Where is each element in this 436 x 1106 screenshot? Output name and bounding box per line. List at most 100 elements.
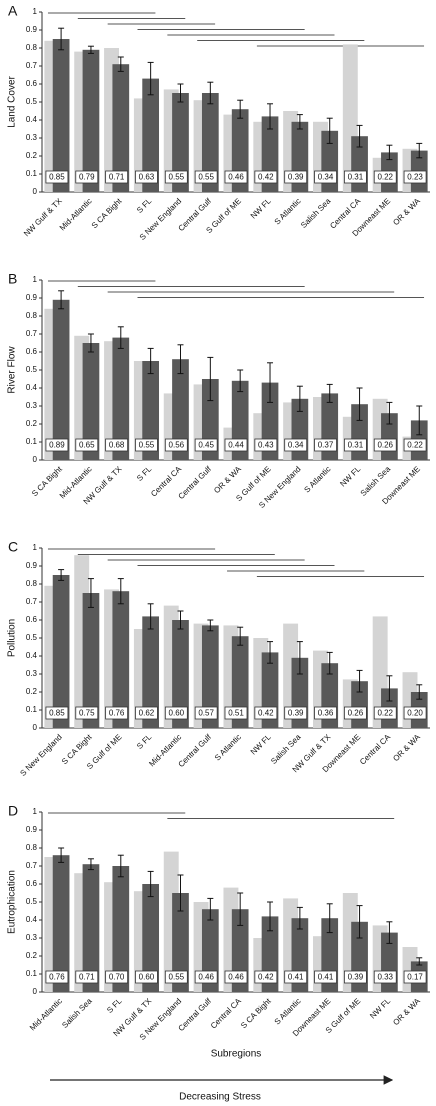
value-label-box: [224, 706, 248, 720]
y-tick-label: 1: [33, 543, 38, 552]
value-label-box: [45, 170, 69, 184]
x-tick-label: NW FL: [338, 464, 362, 488]
value-label: 0.46: [228, 973, 244, 982]
bar: [142, 361, 159, 460]
y-tick-label: 0: [33, 455, 38, 464]
x-axis-title: Subregions: [211, 1049, 262, 1060]
value-label: 0.39: [288, 173, 304, 182]
value-label-box: [373, 438, 397, 452]
value-label-box: [164, 170, 188, 184]
bar: [112, 866, 130, 992]
value-label-box: [373, 970, 397, 984]
value-label-box: [373, 706, 397, 720]
y-tick-label: 0.2: [26, 951, 38, 960]
value-label: 0.36: [318, 709, 334, 718]
x-tick-label: NW FL: [368, 996, 392, 1020]
value-label-box: [75, 438, 99, 452]
value-label-box: [224, 970, 248, 984]
value-label-box: [45, 438, 69, 452]
y-axis-title: Eutrophication: [7, 870, 18, 934]
y-tick-label: 0.2: [26, 419, 38, 428]
y-tick-label: 0.3: [26, 669, 38, 678]
y-tick-label: 0.8: [26, 579, 38, 588]
x-tick-label: S Atlantic: [273, 997, 303, 1027]
value-label-box: [194, 438, 218, 452]
value-label-box: [224, 438, 248, 452]
x-tick-label: OR & WA: [212, 464, 243, 495]
value-label-box: [75, 170, 99, 184]
value-label-box: [284, 170, 308, 184]
value-label: 0.17: [407, 973, 423, 982]
value-label: 0.39: [288, 709, 304, 718]
bar: [172, 620, 189, 728]
panel-label: B: [8, 271, 17, 287]
bar: [172, 893, 189, 992]
x-tick-label: OR & WA: [391, 196, 422, 227]
value-label: 0.22: [377, 709, 393, 718]
value-label: 0.34: [288, 441, 304, 450]
value-label-box: [45, 706, 69, 720]
value-label-box: [164, 706, 188, 720]
value-label-box: [254, 170, 278, 184]
bar: [82, 49, 100, 192]
value-label: 0.89: [49, 441, 65, 450]
value-label-box: [75, 970, 99, 984]
y-axis-title: River Flow: [7, 346, 18, 394]
value-label-box: [403, 706, 427, 720]
value-label-box: [284, 970, 308, 984]
value-label: 0.41: [288, 973, 304, 982]
value-label: 0.45: [198, 441, 214, 450]
value-label-box: [343, 706, 367, 720]
y-tick-label: 0.7: [26, 861, 38, 870]
value-label: 0.42: [258, 173, 274, 182]
x-tick-label: Mid-Atlantic: [28, 997, 64, 1033]
bar: [142, 884, 159, 992]
y-tick-label: 0.3: [26, 401, 38, 410]
value-label-box: [105, 706, 129, 720]
value-label: 0.42: [258, 709, 274, 718]
value-label: 0.20: [407, 709, 423, 718]
value-label-box: [284, 706, 308, 720]
y-tick-label: 0: [33, 187, 38, 196]
value-label: 0.79: [79, 173, 95, 182]
value-label: 0.46: [228, 173, 244, 182]
y-tick-label: 0.4: [26, 651, 38, 660]
panel-label: A: [8, 3, 18, 19]
value-label-box: [343, 170, 367, 184]
value-label: 0.63: [139, 173, 155, 182]
value-label: 0.65: [79, 441, 95, 450]
value-label: 0.31: [348, 441, 364, 450]
x-tick-label: S Atlantic: [213, 733, 243, 763]
y-tick-label: 0.1: [26, 705, 38, 714]
y-tick-label: 0.8: [26, 311, 38, 320]
bar: [112, 337, 130, 460]
x-tick-label: S Atlantic: [302, 465, 332, 495]
bar: [172, 93, 189, 192]
value-label: 0.37: [318, 441, 334, 450]
x-tick-label: Central Gulf: [177, 464, 214, 501]
value-label: 0.51: [228, 709, 244, 718]
value-label: 0.41: [318, 973, 334, 982]
value-label-box: [403, 170, 427, 184]
value-label: 0.68: [109, 441, 125, 450]
value-label: 0.22: [407, 441, 423, 450]
bar: [52, 299, 70, 460]
y-tick-label: 0.9: [26, 561, 38, 570]
value-label: 0.26: [348, 709, 364, 718]
panel-label: D: [8, 803, 18, 819]
y-tick-label: 0: [33, 723, 38, 732]
value-label: 0.55: [169, 173, 185, 182]
value-label: 0.85: [49, 173, 65, 182]
value-label: 0.42: [258, 973, 274, 982]
y-tick-label: 0.9: [26, 25, 38, 34]
x-tick-label: Mid-Atlantic: [58, 197, 94, 233]
value-label-box: [194, 970, 218, 984]
bar: [52, 575, 70, 728]
y-axis-title: Land Cover: [7, 75, 18, 127]
y-tick-label: 0.5: [26, 633, 38, 642]
value-label-box: [135, 438, 158, 452]
value-label-box: [314, 706, 337, 720]
y-tick-label: 0.6: [26, 615, 38, 624]
y-tick-label: 1: [33, 7, 38, 16]
value-label: 0.76: [109, 709, 125, 718]
